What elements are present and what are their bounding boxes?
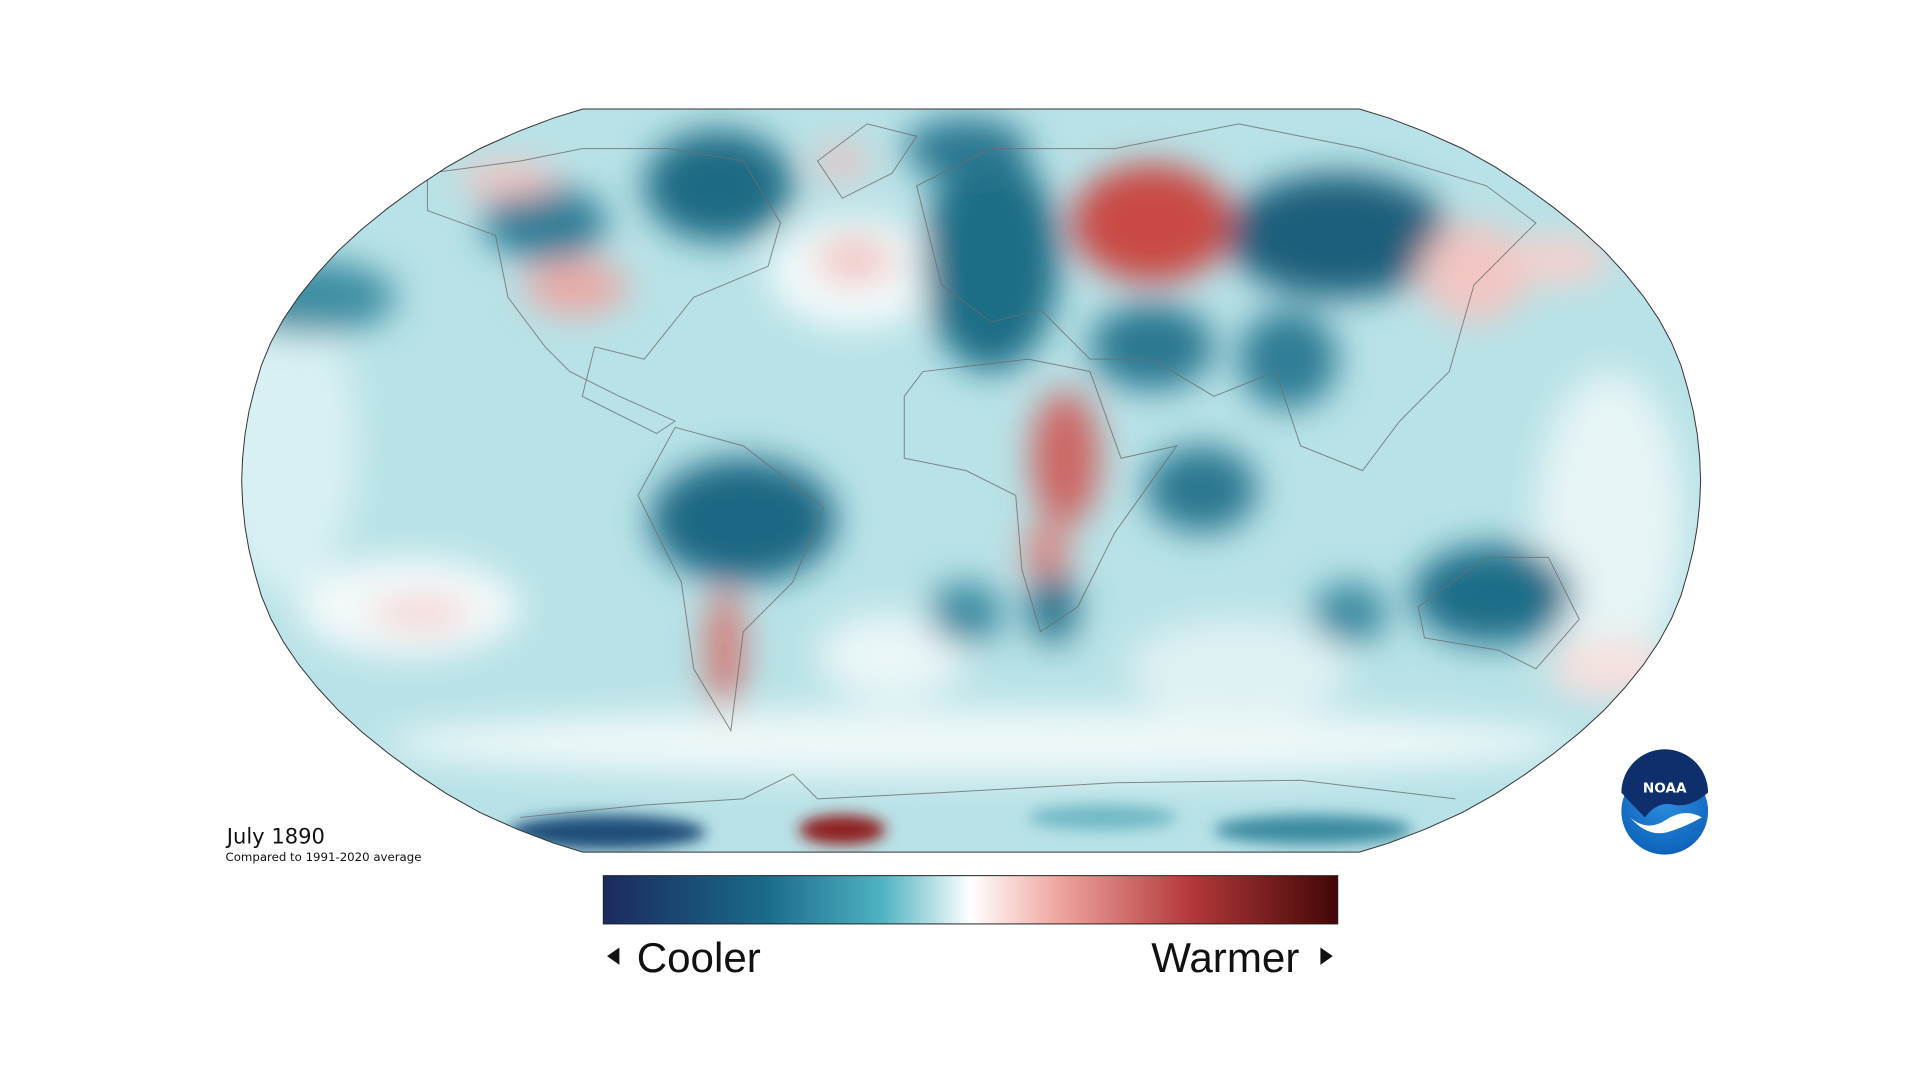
noaa-logo: NOAA — [1621, 749, 1709, 855]
anomaly-field — [241, 108, 1701, 853]
map-subtitle: Compared to 1991-2020 average — [226, 850, 422, 864]
legend-high: Warmer — [1151, 934, 1299, 981]
logo-text: NOAA — [1643, 781, 1687, 797]
legend-low: Cooler — [637, 934, 761, 981]
map-outline — [241, 108, 1702, 853]
map-title: July 1890 — [225, 823, 325, 848]
coastlines — [426, 123, 1580, 818]
arrow-left — [607, 947, 620, 965]
arrow-right — [1320, 947, 1333, 965]
color-bar — [602, 875, 1339, 925]
